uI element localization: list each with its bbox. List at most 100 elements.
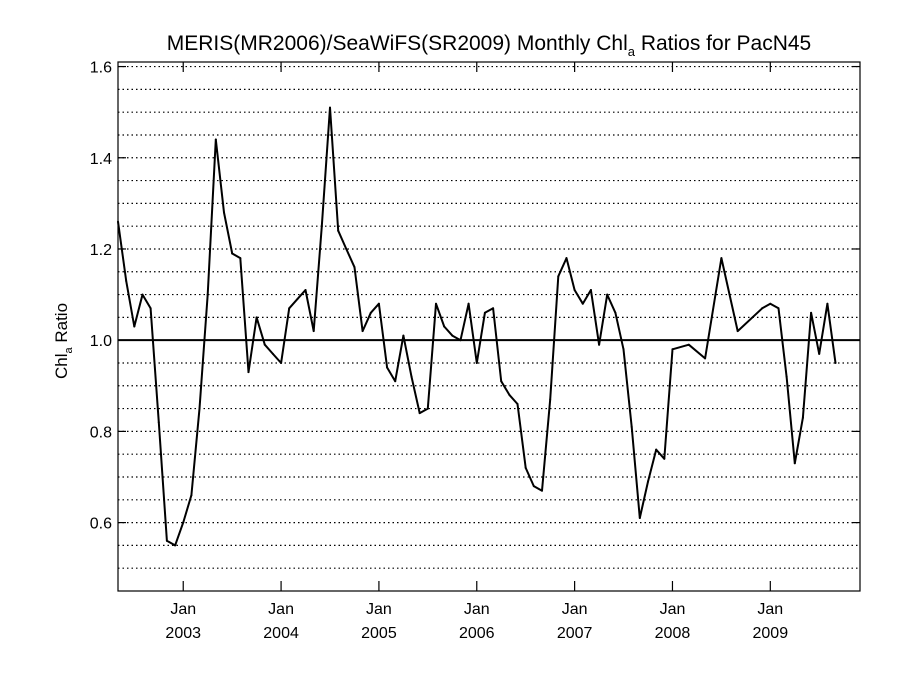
data-point bbox=[524, 466, 527, 469]
y-tick-label: 1.4 bbox=[90, 151, 112, 168]
data-point bbox=[500, 380, 503, 383]
data-point bbox=[647, 480, 649, 483]
x-tick-label-year: 2003 bbox=[165, 625, 201, 642]
x-tick-label-month: Jan bbox=[562, 601, 588, 618]
data-point bbox=[361, 330, 364, 333]
x-tick-label-month: Jan bbox=[366, 601, 392, 618]
grid-lines bbox=[118, 65, 860, 569]
data-point bbox=[589, 289, 592, 292]
data-point bbox=[198, 407, 201, 410]
data-point bbox=[663, 457, 666, 460]
data-point bbox=[801, 416, 804, 419]
data-point bbox=[475, 361, 478, 364]
data-point bbox=[777, 307, 780, 310]
data-point bbox=[769, 302, 772, 305]
data-point bbox=[541, 489, 543, 492]
plot-frame bbox=[117, 61, 861, 592]
data-point bbox=[532, 485, 535, 488]
data-point bbox=[345, 247, 348, 250]
data-point bbox=[125, 279, 128, 282]
chart-title: MERIS(MR2006)/SeaWiFS(SR2009) Monthly Ch… bbox=[167, 32, 811, 59]
data-point bbox=[467, 302, 470, 305]
data-point bbox=[394, 380, 397, 383]
data-point bbox=[386, 366, 389, 369]
x-tick-label-year: 2008 bbox=[655, 625, 691, 642]
data-point bbox=[182, 521, 185, 524]
x-tick-label-year: 2007 bbox=[557, 625, 593, 642]
data-point bbox=[239, 257, 242, 260]
data-point bbox=[459, 339, 462, 342]
data-point bbox=[280, 361, 283, 364]
data-point bbox=[141, 293, 144, 296]
data-point bbox=[508, 393, 511, 396]
data-point bbox=[443, 325, 446, 328]
data-point bbox=[157, 421, 160, 424]
data-point bbox=[329, 106, 331, 109]
data-point bbox=[565, 257, 568, 260]
x-tick-label-month: Jan bbox=[660, 601, 686, 618]
data-point bbox=[810, 311, 813, 314]
data-point bbox=[174, 544, 177, 547]
x-tick-label-month: Jan bbox=[464, 601, 490, 618]
data-point bbox=[353, 266, 356, 269]
data-point bbox=[255, 316, 258, 319]
data-point bbox=[720, 257, 723, 260]
x-tick-label-year: 2006 bbox=[459, 625, 495, 642]
x-tick-label-month: Jan bbox=[757, 601, 783, 618]
data-point bbox=[288, 307, 291, 310]
data-point bbox=[304, 289, 307, 292]
data-point bbox=[736, 330, 739, 333]
x-tick-label-year: 2005 bbox=[361, 625, 397, 642]
data-point bbox=[165, 539, 168, 542]
data-point bbox=[573, 289, 576, 292]
y-axis-label: Chla Ratio bbox=[52, 303, 75, 379]
data-point bbox=[598, 343, 601, 346]
data-point bbox=[435, 302, 437, 305]
data-point bbox=[223, 211, 225, 214]
data-point bbox=[606, 293, 609, 296]
y-tick-label: 0.6 bbox=[90, 516, 112, 533]
data-point bbox=[581, 302, 584, 305]
data-point bbox=[761, 307, 764, 310]
data-point bbox=[369, 311, 372, 314]
data-point bbox=[492, 307, 495, 310]
data-point bbox=[214, 138, 217, 141]
data-point bbox=[247, 371, 250, 374]
data-point bbox=[516, 403, 519, 406]
data-point bbox=[312, 330, 315, 333]
data-point bbox=[320, 225, 323, 228]
data-point bbox=[630, 425, 633, 428]
data-point bbox=[655, 448, 658, 451]
data-point bbox=[671, 348, 674, 351]
data-point bbox=[133, 325, 136, 328]
data-point bbox=[426, 407, 429, 410]
y-axis-ticks: 0.6 0.8 1.0 1.2 1.4 1.6 bbox=[90, 60, 860, 533]
y-tick-label: 1.6 bbox=[90, 60, 112, 77]
data-point bbox=[377, 302, 380, 305]
data-point bbox=[704, 357, 707, 360]
x-tick-label-month: Jan bbox=[268, 601, 294, 618]
data-point bbox=[231, 252, 234, 255]
data-point bbox=[149, 307, 152, 310]
x-tick-label-month: Jan bbox=[170, 601, 196, 618]
y-tick-label: 0.8 bbox=[90, 424, 112, 441]
series-line bbox=[117, 106, 837, 547]
data-point bbox=[410, 375, 413, 378]
data-point bbox=[687, 343, 690, 346]
data-point bbox=[190, 494, 193, 497]
data-point bbox=[557, 275, 560, 278]
data-point bbox=[834, 361, 837, 364]
data-point bbox=[826, 302, 829, 305]
data-point bbox=[785, 375, 788, 378]
data-point bbox=[549, 398, 552, 401]
series-layer bbox=[117, 106, 837, 547]
data-point bbox=[402, 334, 405, 337]
x-tick-label-year: 2004 bbox=[263, 625, 299, 642]
data-point bbox=[614, 311, 617, 314]
y-tick-label: 1.2 bbox=[90, 242, 112, 259]
data-point bbox=[483, 311, 486, 314]
data-point bbox=[451, 334, 454, 337]
data-point bbox=[418, 412, 421, 415]
data-point bbox=[296, 298, 299, 301]
